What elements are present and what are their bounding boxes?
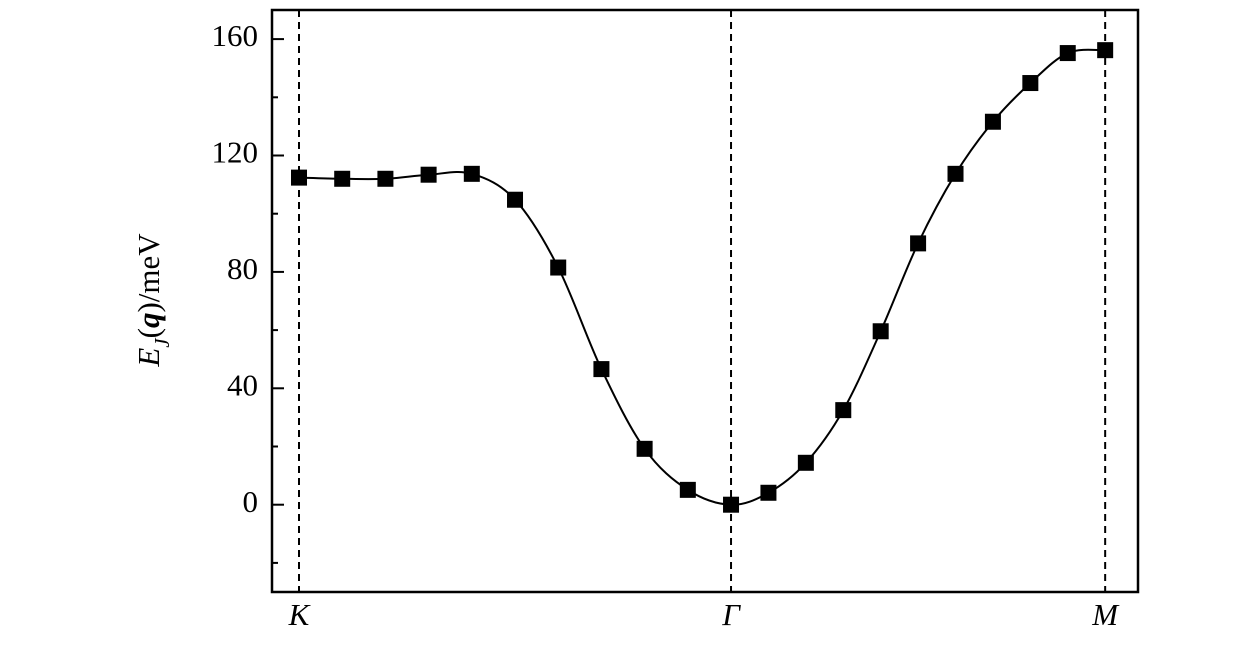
y-axis-label: EJ(q)/meV (131, 233, 174, 368)
marker (593, 361, 610, 378)
y-label-part: J (150, 337, 174, 348)
marker (984, 113, 1001, 130)
y-tick-label: 40 (227, 367, 258, 402)
y-label-part: ) (131, 302, 166, 312)
marker (1097, 42, 1114, 59)
y-tick-label: 160 (212, 18, 259, 53)
marker (420, 166, 437, 183)
y-tick-label: 0 (243, 484, 259, 519)
marker (291, 169, 308, 186)
marker (550, 259, 567, 276)
y-tick-label: 80 (227, 251, 258, 286)
plot-frame (270, 8, 1140, 594)
y-label-part: q (131, 313, 166, 329)
marker (872, 323, 889, 340)
marker (947, 165, 964, 182)
y-label-part: ( (131, 328, 166, 338)
y-label-part: /meV (131, 233, 166, 302)
marker (797, 454, 814, 471)
marker (334, 170, 351, 187)
marker (910, 235, 927, 252)
marker (463, 165, 480, 182)
marker (1022, 75, 1039, 92)
x-tick-label: Γ (721, 597, 741, 632)
marker (835, 402, 852, 419)
marker (507, 191, 524, 208)
curve (298, 48, 1106, 506)
x-tick-label: K (288, 597, 312, 632)
marker (1059, 45, 1076, 62)
y-tick-label: 120 (212, 135, 259, 170)
marker (636, 440, 653, 457)
marker (377, 170, 394, 187)
marker (679, 481, 696, 498)
x-tick-label: M (1091, 597, 1120, 632)
marker (723, 496, 740, 513)
y-label-part: E (131, 348, 166, 368)
marker (760, 484, 777, 501)
